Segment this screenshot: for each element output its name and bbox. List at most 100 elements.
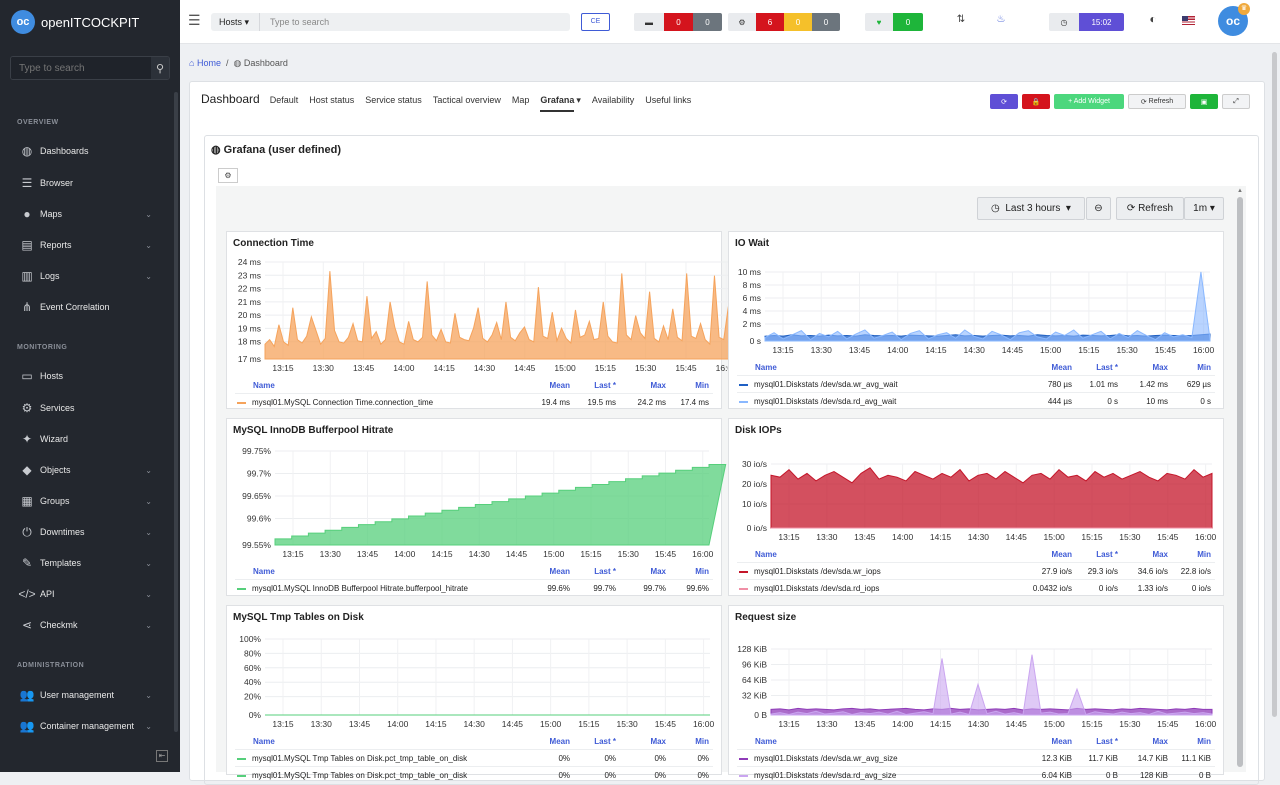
legend-series[interactable]: mysql01.MySQL Tmp Tables on Disk.pct_tmp… [237, 771, 467, 780]
tab-service-status[interactable]: Service status [365, 95, 422, 105]
legend-series[interactable]: mysql01.Diskstats /dev/sda.rd_iops [739, 584, 879, 593]
new-tab-button[interactable]: ▣ [1190, 94, 1218, 109]
legend-header[interactable]: Last * [1096, 737, 1118, 746]
hosts-unreachable-count[interactable]: 0 [693, 13, 722, 31]
tab-tactical-overview[interactable]: Tactical overview [432, 95, 501, 105]
tab-availability[interactable]: Availability [591, 95, 635, 105]
sidebar-item-event-correlation[interactable]: ⋔ Event Correlation [0, 296, 172, 318]
grafana-scrollbar[interactable] [1237, 197, 1243, 767]
top-search-input[interactable]: Type to search [270, 17, 330, 27]
tab-host-status[interactable]: Host status [309, 95, 355, 105]
sidebar-item-api[interactable]: </> API ⌄ [0, 583, 172, 605]
grafana-panel[interactable]: MySQL Tmp Tables on Disk 100% 80% 60% 40% 20%… [226, 605, 722, 780]
legend-header[interactable]: Min [1197, 363, 1211, 372]
tab-map[interactable]: Map [511, 95, 530, 105]
sidebar-item-logs[interactable]: ▥ Logs ⌄ [0, 265, 172, 287]
legend-header[interactable]: Max [1152, 737, 1168, 746]
legend-header[interactable]: Name [755, 737, 777, 746]
edition-badge[interactable]: CE [581, 13, 610, 31]
legend-series[interactable]: mysql01.Diskstats /dev/sda.wr_avg_wait [739, 380, 898, 389]
server-time[interactable]: ◷ 15:02 [1049, 13, 1124, 31]
tab-useful-links[interactable]: Useful links [645, 95, 692, 105]
time-range-picker[interactable]: ◷ Last 3 hours ▾ [977, 197, 1085, 220]
language-flag-icon[interactable] [1182, 16, 1195, 25]
legend-header[interactable]: Last * [1096, 550, 1118, 559]
sync-icon[interactable]: ⇅ [956, 14, 966, 25]
legend-series[interactable]: mysql01.MySQL Connection Time.connection… [237, 398, 433, 407]
legend-header[interactable]: Mean [1051, 363, 1072, 372]
legend-header[interactable]: Mean [1051, 550, 1072, 559]
legend-header[interactable]: Max [1152, 550, 1168, 559]
services-warning-count[interactable]: 0 [784, 13, 812, 31]
legend-series[interactable]: mysql01.MySQL Tmp Tables on Disk.pct_tmp… [237, 754, 467, 763]
lock-button[interactable]: 🔒 [1022, 94, 1050, 109]
legend-series[interactable]: mysql01.Diskstats /dev/sda.wr_avg_size [739, 754, 898, 763]
sidebar-item-wizard[interactable]: ✦ Wizard [0, 428, 172, 450]
widget-settings-button[interactable]: ⚙ [218, 168, 238, 183]
sidebar-item-reports[interactable]: ▤ Reports ⌄ [0, 234, 172, 256]
grafana-refresh-button[interactable]: ⟳ Refresh [1116, 197, 1184, 220]
breadcrumb-home[interactable]: ⌂ Home [189, 58, 221, 68]
legend-series[interactable]: mysql01.Diskstats /dev/sda.wr_iops [739, 567, 881, 576]
menu-toggle-icon[interactable]: ☰ [188, 12, 201, 28]
grafana-panel[interactable]: Request size 128 KiB 96 KiB 64 KiB 32 KiB 0 B… [728, 605, 1224, 780]
search-scope-select[interactable]: Hosts ▾ [211, 13, 261, 31]
grafana-panel[interactable]: IO Wait 10 ms 8 ms 6 ms 4 ms 2 ms 0 s 13:15 13:3… [728, 231, 1224, 409]
legend-series[interactable]: mysql01.Diskstats /dev/sda.rd_avg_wait [739, 397, 896, 406]
grafana-panel[interactable]: Connection Time 24 ms 23 ms 22 ms 21 ms 20 ms… [226, 231, 737, 409]
legend-header[interactable]: Min [1197, 550, 1211, 559]
legend-header[interactable]: Max [650, 381, 666, 390]
rotate-button[interactable]: ⟳ [990, 94, 1018, 109]
legend-header[interactable]: Max [650, 567, 666, 576]
grafana-panel[interactable]: Disk IOPs 30 io/s 20 io/s 10 io/s 0 io/s 13:1… [728, 418, 1224, 596]
legend-header[interactable]: Mean [549, 381, 570, 390]
legend-series[interactable]: mysql01.Diskstats /dev/sda.rd_avg_size [739, 771, 896, 780]
sidebar-collapse-button[interactable]: ⇤ [156, 750, 168, 762]
tab-grafana[interactable]: Grafana [540, 89, 575, 112]
legend-header[interactable]: Min [1197, 737, 1211, 746]
host-status-summary[interactable]: ▬ 0 0 [634, 13, 722, 31]
fullscreen-button[interactable]: ⤢ [1222, 94, 1250, 109]
legend-header[interactable]: Last * [594, 737, 616, 746]
sidebar-search-button[interactable]: ⚲ [151, 57, 169, 79]
legend-header[interactable]: Max [650, 737, 666, 746]
legend-header[interactable]: Last * [594, 567, 616, 576]
sidebar-item-templates[interactable]: ✎ Templates ⌄ [0, 552, 172, 574]
sidebar-item-browser[interactable]: ☰ Browser [0, 172, 172, 194]
sidebar-search-input[interactable] [11, 57, 151, 79]
legend-header[interactable]: Mean [549, 567, 570, 576]
fire-icon[interactable]: ♨ [996, 14, 1006, 25]
legend-header[interactable]: Name [253, 381, 275, 390]
legend-header[interactable]: Name [253, 567, 275, 576]
sidebar-item-maps[interactable]: ● Maps ⌄ [0, 203, 172, 225]
sidebar-item-objects[interactable]: ◆ Objects ⌄ [0, 459, 172, 481]
legend-header[interactable]: Max [1152, 363, 1168, 372]
legend-header[interactable]: Min [695, 567, 709, 576]
legend-header[interactable]: Last * [594, 381, 616, 390]
legend-series[interactable]: mysql01.MySQL InnoDB Bufferpool Hitrate.… [237, 584, 468, 593]
theme-toggle-icon[interactable]: ◐ [1149, 12, 1157, 26]
sidebar-item-groups[interactable]: ▦ Groups ⌄ [0, 490, 172, 512]
refresh-button[interactable]: ⟳ Refresh [1128, 94, 1186, 109]
refresh-interval-select[interactable]: 1m ▾ [1184, 197, 1224, 220]
app-logo[interactable]: oc openITCOCKPIT [0, 0, 180, 44]
legend-header[interactable]: Mean [549, 737, 570, 746]
legend-header[interactable]: Min [695, 737, 709, 746]
page-scrollbar[interactable] [1272, 52, 1277, 717]
up-summary[interactable]: ♥ 0 [865, 13, 923, 31]
add-widget-button[interactable]: + Add Widget [1054, 94, 1124, 109]
sidebar-item-dashboards[interactable]: ◍ Dashboards [0, 140, 172, 162]
service-status-summary[interactable]: ⚙ 6 0 0 [728, 13, 840, 31]
sidebar-item-hosts[interactable]: ▭ Hosts [0, 365, 172, 387]
sidebar-item-container-management[interactable]: 👥 Container management ⌄ [0, 715, 172, 737]
up-count[interactable]: 0 [893, 13, 923, 31]
hosts-down-count[interactable]: 0 [664, 13, 693, 31]
services-critical-count[interactable]: 6 [756, 13, 784, 31]
legend-header[interactable]: Mean [1051, 737, 1072, 746]
grafana-scroll-up-icon[interactable]: ▲ [1237, 188, 1243, 194]
legend-header[interactable]: Name [755, 363, 777, 372]
grafana-panel[interactable]: MySQL InnoDB Bufferpool Hitrate 99.75% 99.… [226, 418, 727, 596]
sidebar-item-services[interactable]: ⚙ Services [0, 397, 172, 419]
legend-header[interactable]: Last * [1096, 363, 1118, 372]
zoom-out-button[interactable]: ⊖ [1086, 197, 1111, 220]
